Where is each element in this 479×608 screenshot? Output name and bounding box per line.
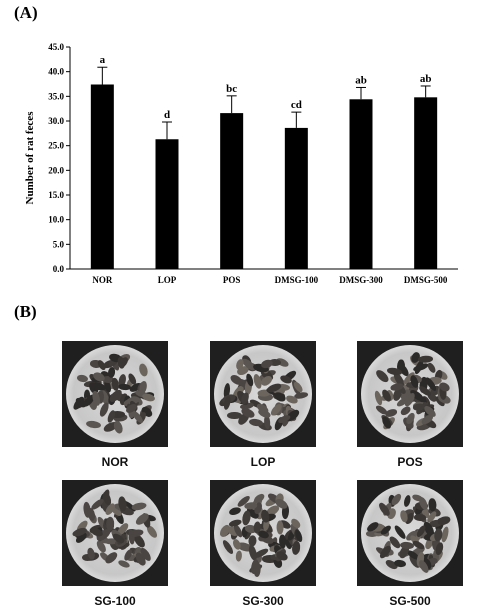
bar-chart: 0.0 5.0 10.0 15.0 20.0 25.0 30.0 35.0 40.0 45.0 Nu… [24, 42, 458, 285]
y-tick-label: 45.0 [48, 42, 64, 52]
y-tick-label: 20.0 [48, 165, 64, 175]
feces-photo-sg-100 [62, 480, 168, 586]
fecal-pellet [413, 513, 427, 521]
panel-a-label: (A) [14, 3, 38, 22]
fecal-pellet [278, 534, 287, 549]
bar-pos [220, 113, 244, 270]
feces-photo-nor [62, 341, 168, 447]
photo-label: POS [397, 455, 423, 469]
fecal-pellet [105, 516, 115, 532]
y-tick-label: 35.0 [48, 91, 64, 101]
panel-b-label: (B) [14, 302, 37, 321]
bar-dmsg-100 [284, 127, 308, 269]
significance-label: d [164, 109, 170, 121]
fecal-pellet [110, 411, 125, 418]
photo-label: SG-300 [242, 594, 284, 608]
y-tick-label: 30.0 [48, 116, 64, 126]
fecal-pellet [227, 411, 243, 420]
x-tick-label: LOP [158, 275, 177, 285]
photo-label: SG-500 [389, 594, 431, 608]
feces-photo-pos [357, 341, 463, 447]
x-tick-label: DMSG-500 [404, 275, 448, 285]
y-tick-label: 40.0 [48, 67, 64, 77]
chart-axes [66, 46, 458, 270]
x-tick-label: DMSG-300 [339, 275, 383, 285]
bar-lop [155, 139, 179, 269]
y-tick-label: 25.0 [48, 141, 64, 151]
significance-label: cd [291, 99, 302, 111]
photo-label: NOR [101, 455, 129, 469]
y-axis-label: Number of rat feces [24, 111, 36, 205]
bar-dmsg-300 [349, 99, 373, 269]
bar-nor [90, 84, 114, 269]
chart-bars [90, 66, 438, 270]
y-tick-label: 15.0 [48, 190, 64, 200]
fecal-pellet [81, 553, 94, 562]
fecal-pellet [427, 497, 437, 512]
x-tick-label: NOR [92, 275, 113, 285]
significance-label: bc [226, 83, 237, 95]
photo-label: LOP [250, 455, 276, 469]
y-tick-label: 10.0 [48, 215, 64, 225]
feces-photo-lop [210, 341, 316, 447]
y-tick-label: 5.0 [53, 239, 65, 249]
x-tick-label: DMSG-100 [275, 275, 319, 285]
y-tick-label: 0.0 [53, 264, 65, 274]
feces-photo-sg-500 [357, 480, 463, 586]
significance-label: a [100, 54, 106, 66]
bar-dmsg-500 [414, 97, 438, 269]
chart-labels: 0.0 5.0 10.0 15.0 20.0 25.0 30.0 35.0 40.0 45.0 Nu… [24, 42, 448, 285]
significance-label: ab [355, 74, 367, 86]
fecal-pellet [262, 555, 278, 563]
feces-photo-sg-300 [210, 480, 316, 586]
photo-label: SG-100 [94, 594, 136, 608]
significance-label: ab [420, 73, 432, 85]
x-tick-label: POS [223, 275, 241, 285]
